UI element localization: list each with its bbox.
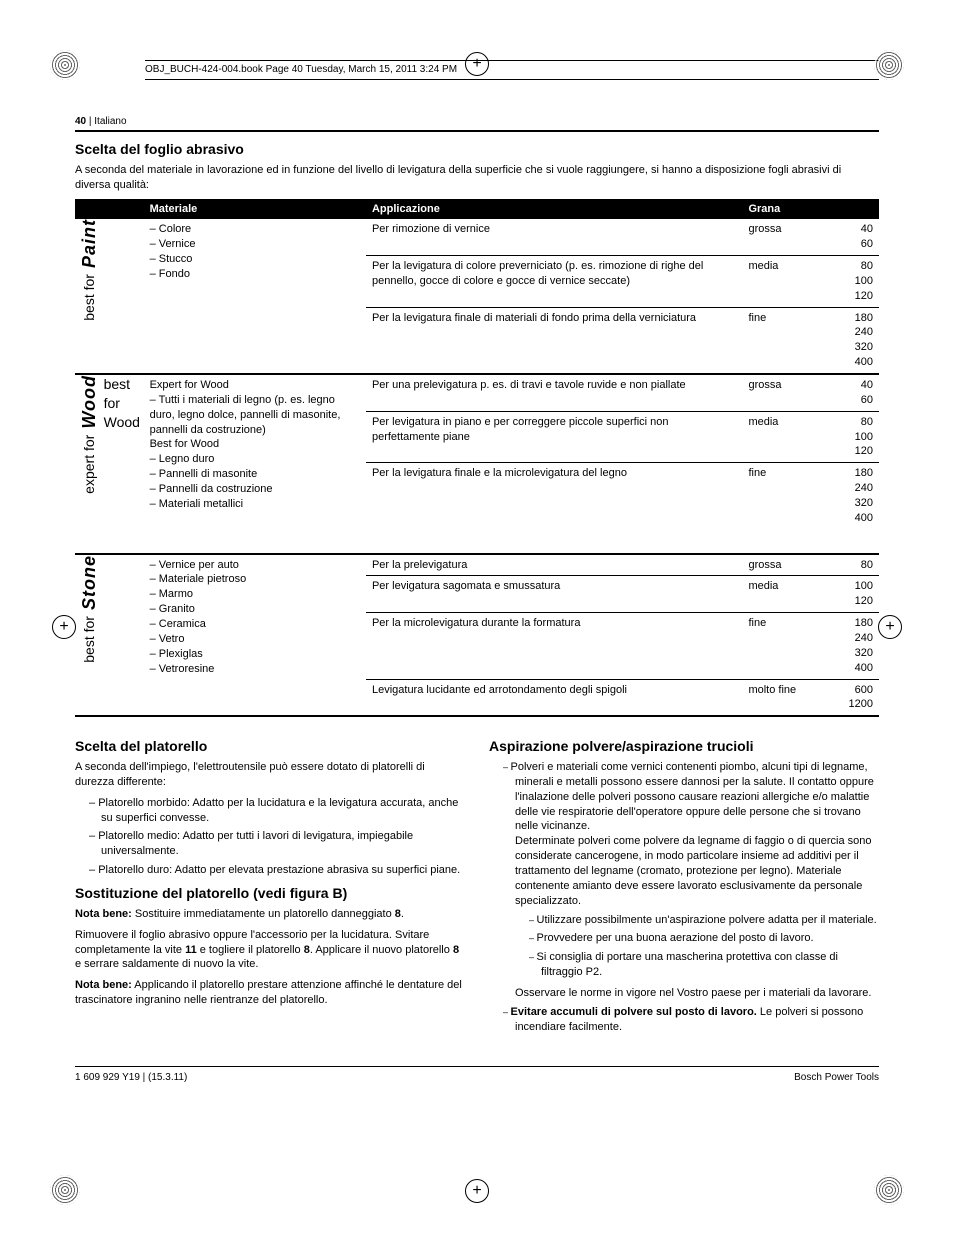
running-header: OBJ_BUCH-424-004.book Page 40 Tuesday, M… [145, 60, 879, 80]
paint-app-3: Per la levigatura finale di materiali di… [366, 307, 742, 374]
group-label-wood-expert: expert for Wood [77, 375, 101, 494]
stone-grit-3: fine [742, 613, 821, 679]
rule [75, 130, 879, 132]
paint-grit-3: fine [742, 307, 821, 374]
platorello-list: Platorello morbido: Adatto per la lucida… [75, 796, 465, 878]
list-item: Evitare accumuli di polvere sul posto di… [503, 1005, 879, 1035]
abrasive-table: Materiale Applicazione Grana best for Pa… [75, 199, 879, 718]
wood-app-2: Per levigatura in piano e per correggere… [366, 411, 742, 463]
stone-grit-2: media [742, 576, 821, 613]
paint-app-1: Per rimozione di vernice [366, 219, 742, 255]
crop-mark [50, 50, 80, 80]
paint-app-2: Per la levigatura di colore preverniciat… [366, 256, 742, 308]
asp-norms: Osservare le norme in vigore nel Vostro … [515, 987, 871, 999]
heading-sostituzione: Sostituzione del platorello (vedi figura… [75, 884, 465, 903]
register-mark [52, 615, 76, 639]
register-mark [465, 1179, 489, 1203]
wood-app-1: Per una prelevigatura p. es. di travi e … [366, 374, 742, 411]
wood-materials: Expert for Wood – Tutti i materiali di l… [144, 374, 366, 529]
heading-aspirazione: Aspirazione polvere/aspirazione trucioli [489, 737, 879, 756]
footer-left: 1 609 929 Y19 | (15.3.11) [75, 1071, 187, 1085]
paint-num-1: 40 60 [822, 219, 879, 255]
list-item: Platorello morbido: Adatto per la lucida… [89, 796, 465, 826]
paint-num-2: 80 100 120 [822, 256, 879, 308]
group-label-stone: best for Stone [77, 555, 101, 663]
stone-app-2: Per levigatura sagomata e smussatura [366, 576, 742, 613]
stone-num-1: 80 [822, 554, 879, 576]
wood-app-3: Per la levigatura finale e la microlevig… [366, 463, 742, 529]
crop-mark [874, 1175, 904, 1205]
register-mark [878, 615, 902, 639]
wood-num-3: 180 240 320 400 [822, 463, 879, 529]
th-applicazione: Applicazione [366, 199, 742, 220]
stone-app-3: Per la microlevigatura durante la format… [366, 613, 742, 679]
paint-grit-1: grossa [742, 219, 821, 255]
group-label-wood-best: best for Wood [104, 376, 140, 430]
stone-grit-1: grossa [742, 554, 821, 576]
heading-scelta-foglio: Scelta del foglio abrasivo [75, 140, 879, 159]
stone-grit-4: molto fine [742, 679, 821, 716]
list-item: Platorello duro: Adatto per elevata pres… [89, 863, 465, 878]
wood-grit-1: grossa [742, 374, 821, 411]
stone-materials: – Vernice per auto – Materiale pietroso … [144, 554, 366, 717]
group-label-paint: best for Paint [77, 219, 101, 321]
asp-list: Polveri e materiali come vernici contene… [489, 760, 879, 1034]
heading-platorello: Scelta del platorello [75, 737, 465, 756]
page-number-row: 40 | Italiano [75, 115, 879, 129]
wood-grit-2: media [742, 411, 821, 463]
wood-grit-3: fine [742, 463, 821, 529]
th-materiale: Materiale [144, 199, 366, 220]
list-item: Polveri e materiali come vernici contene… [503, 760, 879, 1001]
th-grana: Grana [742, 199, 821, 220]
register-mark [465, 52, 489, 76]
stone-app-4: Levigatura lucidante ed arrotondamento d… [366, 679, 742, 716]
paint-materials: – Colore – Vernice – Stucco – Fondo [144, 219, 366, 374]
list-item: Utilizzare possibilmente un'aspirazione … [529, 913, 879, 928]
list-item: Si consiglia di portare una mascherina p… [529, 950, 879, 980]
paint-grit-2: media [742, 256, 821, 308]
crop-mark [874, 50, 904, 80]
sost-note1: Nota bene: Sostituire immediatamente un … [75, 907, 465, 922]
stone-num-4: 600 1200 [822, 679, 879, 716]
stone-num-2: 100 120 [822, 576, 879, 613]
list-item: Platorello medio: Adatto per tutti i lav… [89, 829, 465, 859]
platorello-intro: A seconda dell'impiego, l'elettroutensil… [75, 760, 465, 790]
paint-num-3: 180 240 320 400 [822, 307, 879, 374]
crop-mark [50, 1175, 80, 1205]
list-item: Provvedere per una buona aerazione del p… [529, 931, 879, 946]
page-number: 40 [75, 116, 86, 127]
wood-num-2: 80 100 120 [822, 411, 879, 463]
stone-app-1: Per la prelevigatura [366, 554, 742, 576]
page-lang: Italiano [94, 116, 126, 127]
intro-text: A seconda del materiale in lavorazione e… [75, 163, 879, 193]
stone-num-3: 180 240 320 400 [822, 613, 879, 679]
sost-note2: Nota bene: Applicando il platorello pres… [75, 978, 465, 1008]
sost-p2: Rimuovere il foglio abrasivo oppure l'ac… [75, 928, 465, 973]
wood-num-1: 40 60 [822, 374, 879, 411]
footer-right: Bosch Power Tools [794, 1071, 879, 1085]
